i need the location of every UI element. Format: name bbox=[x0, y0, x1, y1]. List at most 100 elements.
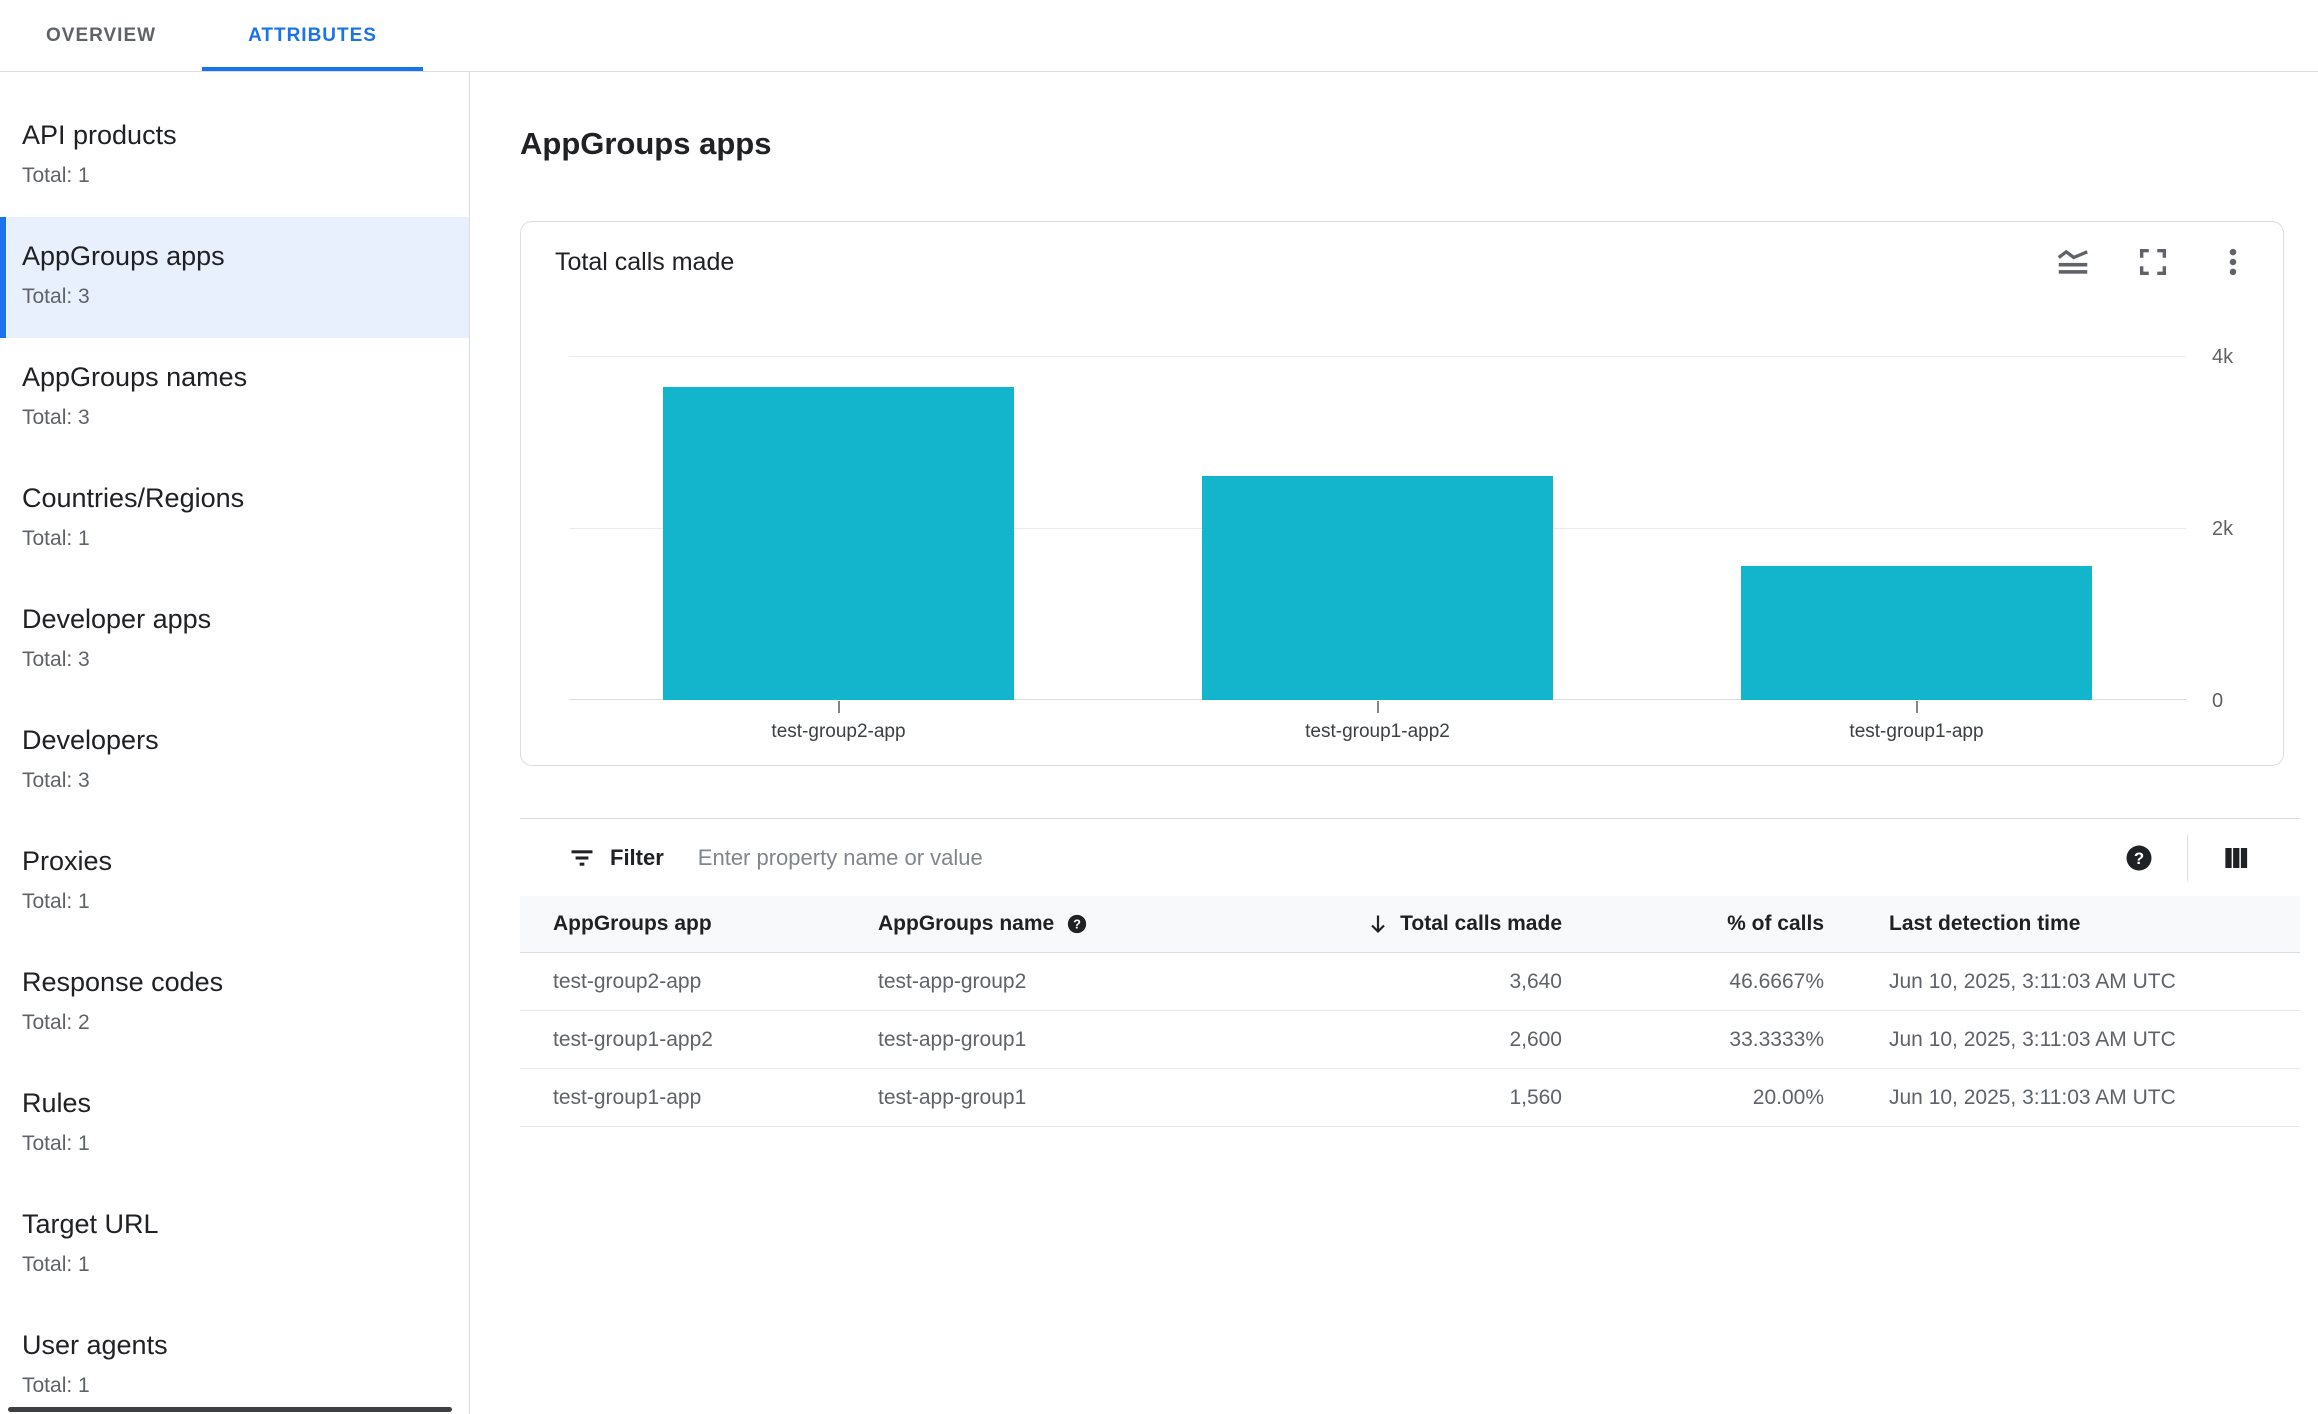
fullscreen-button[interactable] bbox=[2133, 242, 2173, 282]
svg-text:?: ? bbox=[2134, 848, 2144, 867]
x-axis-tick bbox=[1915, 701, 1918, 713]
fullscreen-icon bbox=[2136, 245, 2170, 279]
sidebar-item-total: Total: 3 bbox=[22, 285, 90, 308]
sidebar-item-countries-regions[interactable]: Countries/Regions Total: 1 bbox=[0, 459, 469, 580]
sidebar-item-label: AppGroups names bbox=[22, 362, 248, 392]
tab-attributes[interactable]: ATTRIBUTES bbox=[202, 0, 423, 71]
chart-card-actions bbox=[2053, 242, 2253, 282]
sidebar-item-proxies[interactable]: Proxies Total: 1 bbox=[0, 822, 469, 943]
sidebar-item-total: Total: 3 bbox=[22, 769, 90, 792]
column-settings-button[interactable] bbox=[2216, 838, 2256, 878]
table-header-row: AppGroups app AppGroups name ? bbox=[520, 896, 2300, 953]
cell-appgroups-app: test-group1-app2 bbox=[553, 1027, 713, 1051]
gridline-4k bbox=[569, 356, 2186, 357]
filter-input[interactable] bbox=[697, 844, 2119, 871]
sidebar-item-label: Countries/Regions bbox=[22, 483, 245, 513]
tab-attributes-label: ATTRIBUTES bbox=[248, 24, 377, 46]
y-axis-label: 4k bbox=[2212, 346, 2234, 368]
tab-overview[interactable]: OVERVIEW bbox=[0, 0, 202, 71]
sidebar-item-response-codes[interactable]: Response codes Total: 2 bbox=[0, 943, 469, 1064]
columns-icon bbox=[2221, 843, 2251, 873]
y-axis-label: 2k bbox=[2212, 518, 2234, 540]
sidebar-item-target-url[interactable]: Target URL Total: 1 bbox=[0, 1185, 469, 1306]
filter-label: Filter bbox=[610, 844, 664, 870]
cell-pct-of-calls: 46.6667% bbox=[1729, 969, 1824, 993]
chart-card: Total calls made bbox=[520, 221, 2284, 766]
sidebar-item-label: Developers bbox=[22, 725, 159, 755]
main-content: AppGroups apps Total calls made bbox=[470, 72, 2318, 1414]
sidebar-item-total: Total: 2 bbox=[22, 1011, 90, 1034]
table-row: test-group2-app test-app-group2 3,640 46… bbox=[520, 953, 2300, 1011]
sidebar-item-total: Total: 3 bbox=[22, 648, 90, 671]
attributes-sidebar: API products Total: 1 AppGroups apps Tot… bbox=[0, 72, 470, 1414]
chart-title: Total calls made bbox=[555, 247, 735, 276]
column-header-total-calls[interactable]: Total calls made bbox=[1330, 912, 1562, 936]
sidebar-item-label: Target URL bbox=[22, 1209, 159, 1239]
x-axis: test-group2-app test-group1-app2 test-grou… bbox=[569, 699, 2186, 759]
chart-type-icon bbox=[2055, 244, 2091, 280]
sidebar-item-label: Response codes bbox=[22, 967, 224, 997]
chart-bar-test-group2-app[interactable] bbox=[663, 386, 1014, 700]
chart-bar-test-group1-app[interactable] bbox=[1741, 565, 2092, 700]
cell-appgroups-name: test-app-group1 bbox=[878, 1027, 1027, 1051]
sidebar-item-label: Developer apps bbox=[22, 604, 212, 634]
more-options-button[interactable] bbox=[2213, 242, 2253, 282]
sidebar-item-total: Total: 1 bbox=[22, 890, 90, 913]
column-header-appgroups-name[interactable]: AppGroups name ? bbox=[878, 912, 1330, 936]
x-axis-tick bbox=[1376, 701, 1379, 713]
chart-type-button[interactable] bbox=[2053, 242, 2093, 282]
sidebar-item-label: User agents bbox=[22, 1330, 168, 1360]
sidebar-item-appgroups-apps[interactable]: AppGroups apps Total: 3 bbox=[0, 217, 469, 338]
sidebar-item-label: Rules bbox=[22, 1088, 92, 1118]
column-header-last-detection-time[interactable]: Last detection time bbox=[1889, 912, 2081, 935]
filter-bar: Filter ? bbox=[520, 819, 2300, 896]
cell-pct-of-calls: 33.3333% bbox=[1729, 1027, 1824, 1051]
sidebar-item-total: Total: 1 bbox=[22, 1374, 90, 1397]
sidebar-item-appgroups-names[interactable]: AppGroups names Total: 3 bbox=[0, 338, 469, 459]
tab-overview-label: OVERVIEW bbox=[46, 24, 157, 46]
page-title: AppGroups apps bbox=[520, 126, 772, 161]
cell-appgroups-app: test-group2-app bbox=[553, 969, 702, 993]
sidebar-item-label: AppGroups apps bbox=[22, 241, 225, 271]
cell-last-detection-time: Jun 10, 2025, 3:11:03 AM UTC bbox=[1889, 1085, 2176, 1109]
table-row: test-group1-app2 test-app-group1 2,600 3… bbox=[520, 1011, 2300, 1069]
chart-bar-test-group1-app2[interactable] bbox=[1202, 476, 1553, 700]
sidebar-item-api-products[interactable]: API products Total: 1 bbox=[0, 96, 469, 217]
cell-pct-of-calls: 20.00% bbox=[1752, 1085, 1824, 1109]
toolbar-divider bbox=[2187, 834, 2188, 881]
table-body: test-group2-app test-app-group2 3,640 46… bbox=[520, 953, 2300, 1127]
x-axis-label: test-group1-app2 bbox=[1305, 721, 1450, 742]
sort-desc-arrow-icon bbox=[1366, 912, 1390, 936]
tab-bar: OVERVIEW ATTRIBUTES bbox=[0, 0, 2318, 72]
help-icon: ? bbox=[2124, 843, 2154, 873]
bar-plot-area bbox=[569, 356, 2186, 700]
sidebar-item-total: Total: 3 bbox=[22, 406, 90, 429]
sidebar-item-label: Proxies bbox=[22, 846, 113, 876]
x-axis-label: test-group1-app bbox=[1849, 721, 1984, 742]
sidebar-item-developers[interactable]: Developers Total: 3 bbox=[0, 701, 469, 822]
column-header-pct-of-calls[interactable]: % of calls bbox=[1727, 912, 1824, 935]
horizontal-scrollbar-thumb[interactable] bbox=[8, 1407, 452, 1412]
cell-total-calls: 1,560 bbox=[1509, 1085, 1562, 1109]
sidebar-item-label: API products bbox=[22, 120, 177, 150]
x-axis-tick bbox=[837, 701, 840, 713]
cell-last-detection-time: Jun 10, 2025, 3:11:03 AM UTC bbox=[1889, 969, 2176, 993]
y-axis-label: 0 bbox=[2212, 690, 2224, 712]
help-icon[interactable]: ? bbox=[1066, 913, 1088, 935]
cell-last-detection-time: Jun 10, 2025, 3:11:03 AM UTC bbox=[1889, 1027, 2176, 1051]
sidebar-item-developer-apps[interactable]: Developer apps Total: 3 bbox=[0, 580, 469, 701]
sidebar-item-total: Total: 1 bbox=[22, 527, 90, 550]
sidebar-item-user-agents[interactable]: User agents Total: 1 bbox=[0, 1306, 469, 1414]
sidebar-item-total: Total: 1 bbox=[22, 1132, 90, 1155]
filter-help-button[interactable]: ? bbox=[2119, 838, 2159, 878]
sidebar-item-total: Total: 1 bbox=[22, 164, 90, 187]
cell-appgroups-name: test-app-group2 bbox=[878, 969, 1027, 993]
svg-text:?: ? bbox=[1073, 916, 1081, 931]
cell-total-calls: 3,640 bbox=[1509, 969, 1562, 993]
column-header-appgroups-app[interactable]: AppGroups app bbox=[553, 912, 712, 935]
table-section: Filter ? bbox=[520, 818, 2300, 1127]
filter-icon bbox=[568, 844, 596, 872]
sidebar-item-rules[interactable]: Rules Total: 1 bbox=[0, 1064, 469, 1185]
chart-card-header: Total calls made bbox=[521, 222, 2283, 276]
